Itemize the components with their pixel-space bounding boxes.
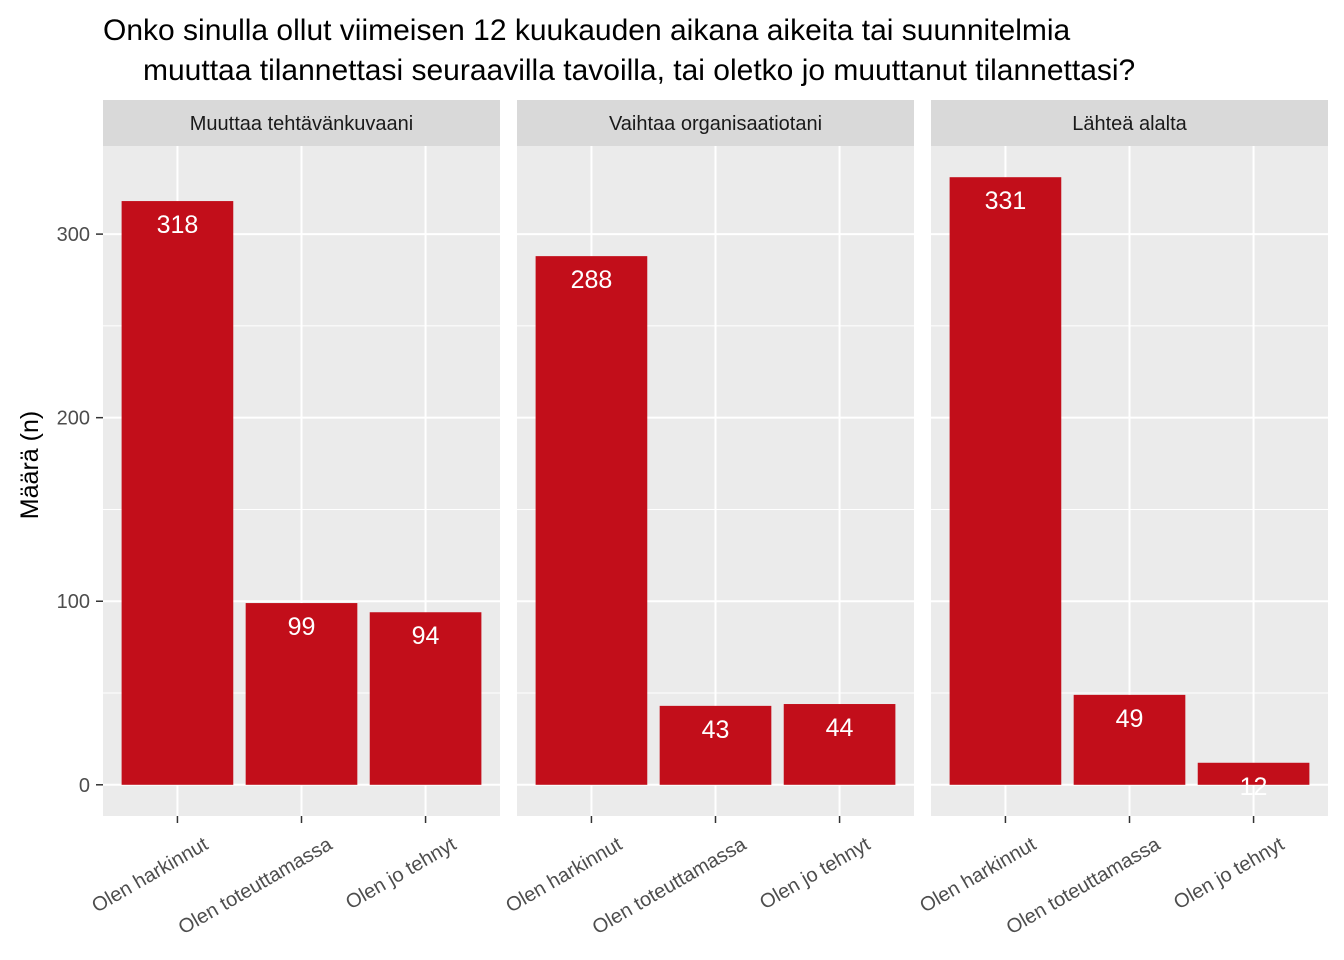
facet-strip: [517, 100, 914, 146]
bar-value-label: 43: [702, 716, 730, 744]
facet-strip: [103, 100, 500, 146]
bar: [1197, 762, 1310, 785]
facet-strip: [931, 100, 1328, 146]
bar: [1073, 694, 1186, 785]
x-tick-label: Olen harkinnut: [88, 833, 212, 917]
facet-strip-label: Muuttaa tehtävänkuvaani: [190, 113, 414, 135]
bar: [121, 201, 234, 785]
x-tick-label: Olen jo tehnyt: [1170, 833, 1288, 914]
bar: [949, 177, 1062, 785]
bar-value-label: 12: [1240, 773, 1268, 801]
bar: [245, 603, 358, 785]
facet-panels: Muuttaa tehtävänkuvaani 318 Olen harkinnut…: [88, 100, 1328, 939]
facet-panel: Muuttaa tehtävänkuvaani 318 Olen harkinnut…: [88, 100, 500, 939]
bar-value-label: 318: [157, 211, 199, 239]
y-tick-label: 300: [57, 224, 90, 246]
chart-title-line-2: muuttaa tilannettasi seuraavilla tavoill…: [143, 54, 1135, 87]
bar-value-label: 94: [412, 622, 440, 650]
y-axis: 0 100 200 300: [57, 224, 103, 797]
x-tick-label: Olen jo tehnyt: [756, 833, 874, 914]
bar-value-label: 99: [288, 613, 316, 641]
y-tick-label: 0: [79, 775, 90, 797]
y-tick-label: 100: [57, 591, 90, 613]
y-axis-label: Määrä (n): [16, 411, 44, 519]
bar-value-label: 44: [826, 714, 854, 742]
facet-panel: Vaihtaa organisaatiotani 288 Olen harkinnu…: [502, 100, 914, 939]
bar: [535, 256, 648, 785]
chart-title-line-1: Onko sinulla ollut viimeisen 12 kuukaude…: [103, 14, 1071, 47]
y-tick-label: 200: [57, 408, 90, 430]
x-tick-label: Olen harkinnut: [502, 833, 626, 917]
bar-value-label: 331: [985, 187, 1027, 215]
bar: [783, 704, 896, 785]
bar-value-label: 288: [571, 266, 613, 294]
bar: [369, 612, 482, 785]
x-tick-label: Olen jo tehnyt: [342, 833, 460, 914]
x-tick-label: Olen harkinnut: [916, 833, 1040, 917]
bar-value-label: 49: [1116, 705, 1144, 733]
facet-strip-label: Vaihtaa organisaatiotani: [609, 113, 822, 135]
facet-strip-label: Lähteä alalta: [1072, 113, 1187, 135]
bar: [659, 705, 772, 785]
